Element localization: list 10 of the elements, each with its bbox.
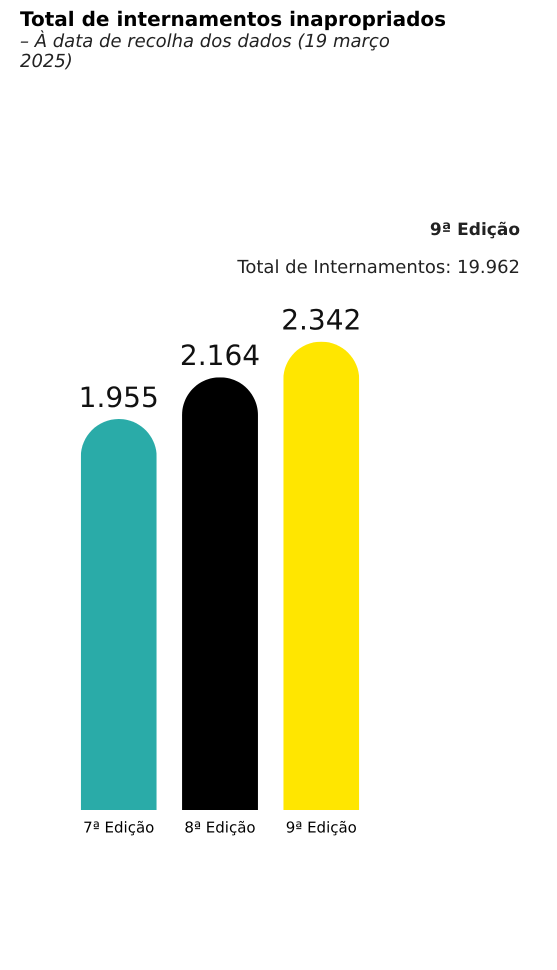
- x-tick-label: 8ª Edição: [184, 818, 256, 836]
- x-tick-label: 7ª Edição: [83, 818, 154, 836]
- x-tick-label: 9ª Edição: [286, 818, 357, 836]
- chart-subtitle: – À data de recolha dos dados (19 março 2025): [20, 30, 390, 72]
- data-label: 1.955: [78, 381, 159, 414]
- data-label: 2.342: [281, 304, 362, 337]
- data-label: 2.164: [180, 339, 260, 372]
- text: 9ª Edição: [430, 220, 520, 240]
- chart-title: Total de internamentos inapropriados: [20, 7, 446, 31]
- text: Total de Internamentos: 19.962: [236, 257, 520, 278]
